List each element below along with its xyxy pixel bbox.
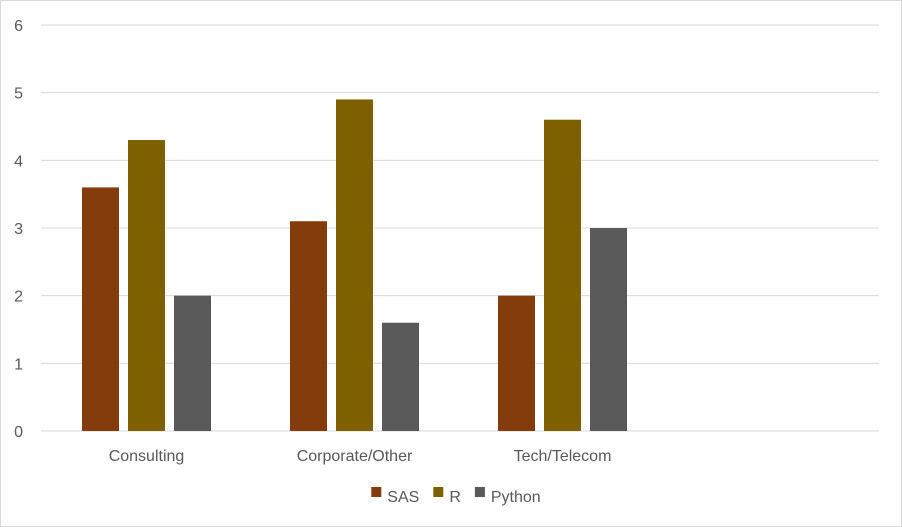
y-tick-label: 4 (14, 153, 23, 170)
y-tick-label: 1 (14, 356, 23, 373)
x-tick-label: Corporate/Other (297, 448, 413, 465)
bar-sas-tech-telecom (498, 295, 535, 431)
y-tick-label: 0 (14, 424, 23, 441)
y-tick-label: 5 (14, 86, 23, 103)
legend-label-python: Python (491, 489, 541, 506)
y-axis-ticks: 0 1 2 3 4 5 6 (14, 18, 23, 441)
legend: SAS R Python (371, 487, 541, 506)
bar-r-consulting (128, 140, 165, 432)
legend-swatch-sas (371, 487, 382, 497)
legend-swatch-r (433, 487, 444, 497)
x-tick-label: Consulting (109, 448, 185, 465)
bar-r-corporate-other (336, 99, 373, 431)
legend-swatch-python (474, 487, 485, 497)
y-tick-label: 3 (14, 221, 23, 238)
bar-sas-corporate-other (290, 221, 327, 431)
bar-r-tech-telecom (544, 119, 581, 431)
gridlines (41, 24, 879, 432)
y-tick-label: 6 (14, 18, 23, 35)
bar-python-tech-telecom (590, 228, 627, 431)
bar-sas-consulting (82, 187, 119, 431)
x-axis-ticks: Consulting Corporate/Other Tech/Telecom (109, 448, 612, 465)
bar-python-consulting (174, 295, 211, 431)
legend-label-r: R (449, 489, 461, 506)
x-tick-label: Tech/Telecom (514, 448, 612, 465)
bars (82, 99, 627, 432)
bar-python-corporate-other (382, 322, 419, 431)
y-tick-label: 2 (14, 289, 23, 306)
legend-label-sas: SAS (387, 489, 419, 506)
